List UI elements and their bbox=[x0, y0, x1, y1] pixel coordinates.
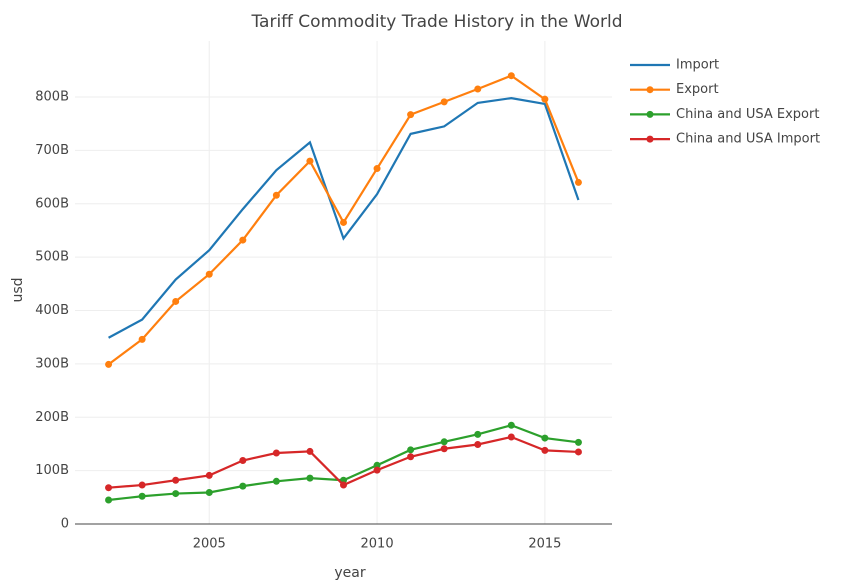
legend-marker bbox=[646, 110, 654, 118]
marker bbox=[272, 477, 280, 485]
marker bbox=[574, 178, 582, 186]
marker bbox=[474, 440, 482, 448]
marker bbox=[474, 85, 482, 93]
marker bbox=[239, 236, 247, 244]
marker bbox=[138, 481, 146, 489]
marker bbox=[272, 191, 280, 199]
y-tick-label: 600B bbox=[35, 196, 69, 211]
marker bbox=[373, 461, 381, 469]
marker bbox=[440, 445, 448, 453]
marker bbox=[172, 297, 180, 305]
marker bbox=[507, 433, 515, 441]
legend-label: China and USA Export bbox=[676, 107, 819, 122]
marker bbox=[474, 430, 482, 438]
marker bbox=[239, 456, 247, 464]
marker bbox=[507, 72, 515, 80]
y-tick-label: 0 bbox=[61, 517, 69, 532]
marker bbox=[407, 453, 415, 461]
marker bbox=[407, 446, 415, 454]
y-tick-label: 800B bbox=[35, 90, 69, 105]
marker bbox=[306, 447, 314, 455]
marker bbox=[440, 98, 448, 106]
x-axis-title: year bbox=[334, 565, 365, 581]
marker bbox=[373, 165, 381, 173]
marker bbox=[541, 95, 549, 103]
x-tick-label: 2015 bbox=[528, 537, 561, 552]
marker bbox=[407, 111, 415, 119]
marker bbox=[239, 482, 247, 490]
y-tick-label: 500B bbox=[35, 250, 69, 265]
marker bbox=[105, 484, 113, 492]
marker bbox=[205, 471, 213, 479]
marker bbox=[574, 448, 582, 456]
marker bbox=[205, 489, 213, 497]
line bbox=[108, 96, 580, 339]
marker bbox=[340, 218, 347, 226]
y-tick-label: 400B bbox=[35, 303, 69, 318]
marker bbox=[574, 438, 582, 446]
marker bbox=[172, 490, 180, 498]
legend-label: China and USA Import bbox=[676, 132, 820, 147]
y-tick-label: 300B bbox=[35, 356, 69, 371]
marker bbox=[340, 481, 347, 489]
marker bbox=[507, 421, 515, 429]
marker bbox=[306, 474, 314, 482]
marker bbox=[373, 466, 381, 474]
y-tick-label: 100B bbox=[35, 463, 69, 478]
marker bbox=[306, 157, 314, 165]
marker bbox=[138, 335, 146, 343]
marker bbox=[172, 476, 180, 484]
y-axis-title: usd bbox=[10, 277, 26, 302]
marker bbox=[105, 496, 113, 504]
marker bbox=[205, 270, 213, 278]
x-tick-label: 2010 bbox=[361, 537, 394, 552]
chart-title: Tariff Commodity Trade History in the Wo… bbox=[250, 12, 622, 32]
marker bbox=[272, 449, 280, 457]
legend-marker bbox=[646, 135, 654, 143]
y-tick-label: 700B bbox=[35, 143, 69, 158]
legend-marker bbox=[646, 86, 654, 94]
legend-label: Export bbox=[676, 82, 719, 97]
legend-label: Import bbox=[676, 58, 719, 73]
x-tick-label: 2005 bbox=[193, 537, 226, 552]
marker bbox=[138, 492, 146, 500]
marker bbox=[105, 360, 113, 368]
marker bbox=[541, 446, 549, 454]
marker bbox=[541, 434, 549, 442]
y-tick-label: 200B bbox=[35, 410, 69, 425]
marker bbox=[440, 438, 448, 446]
